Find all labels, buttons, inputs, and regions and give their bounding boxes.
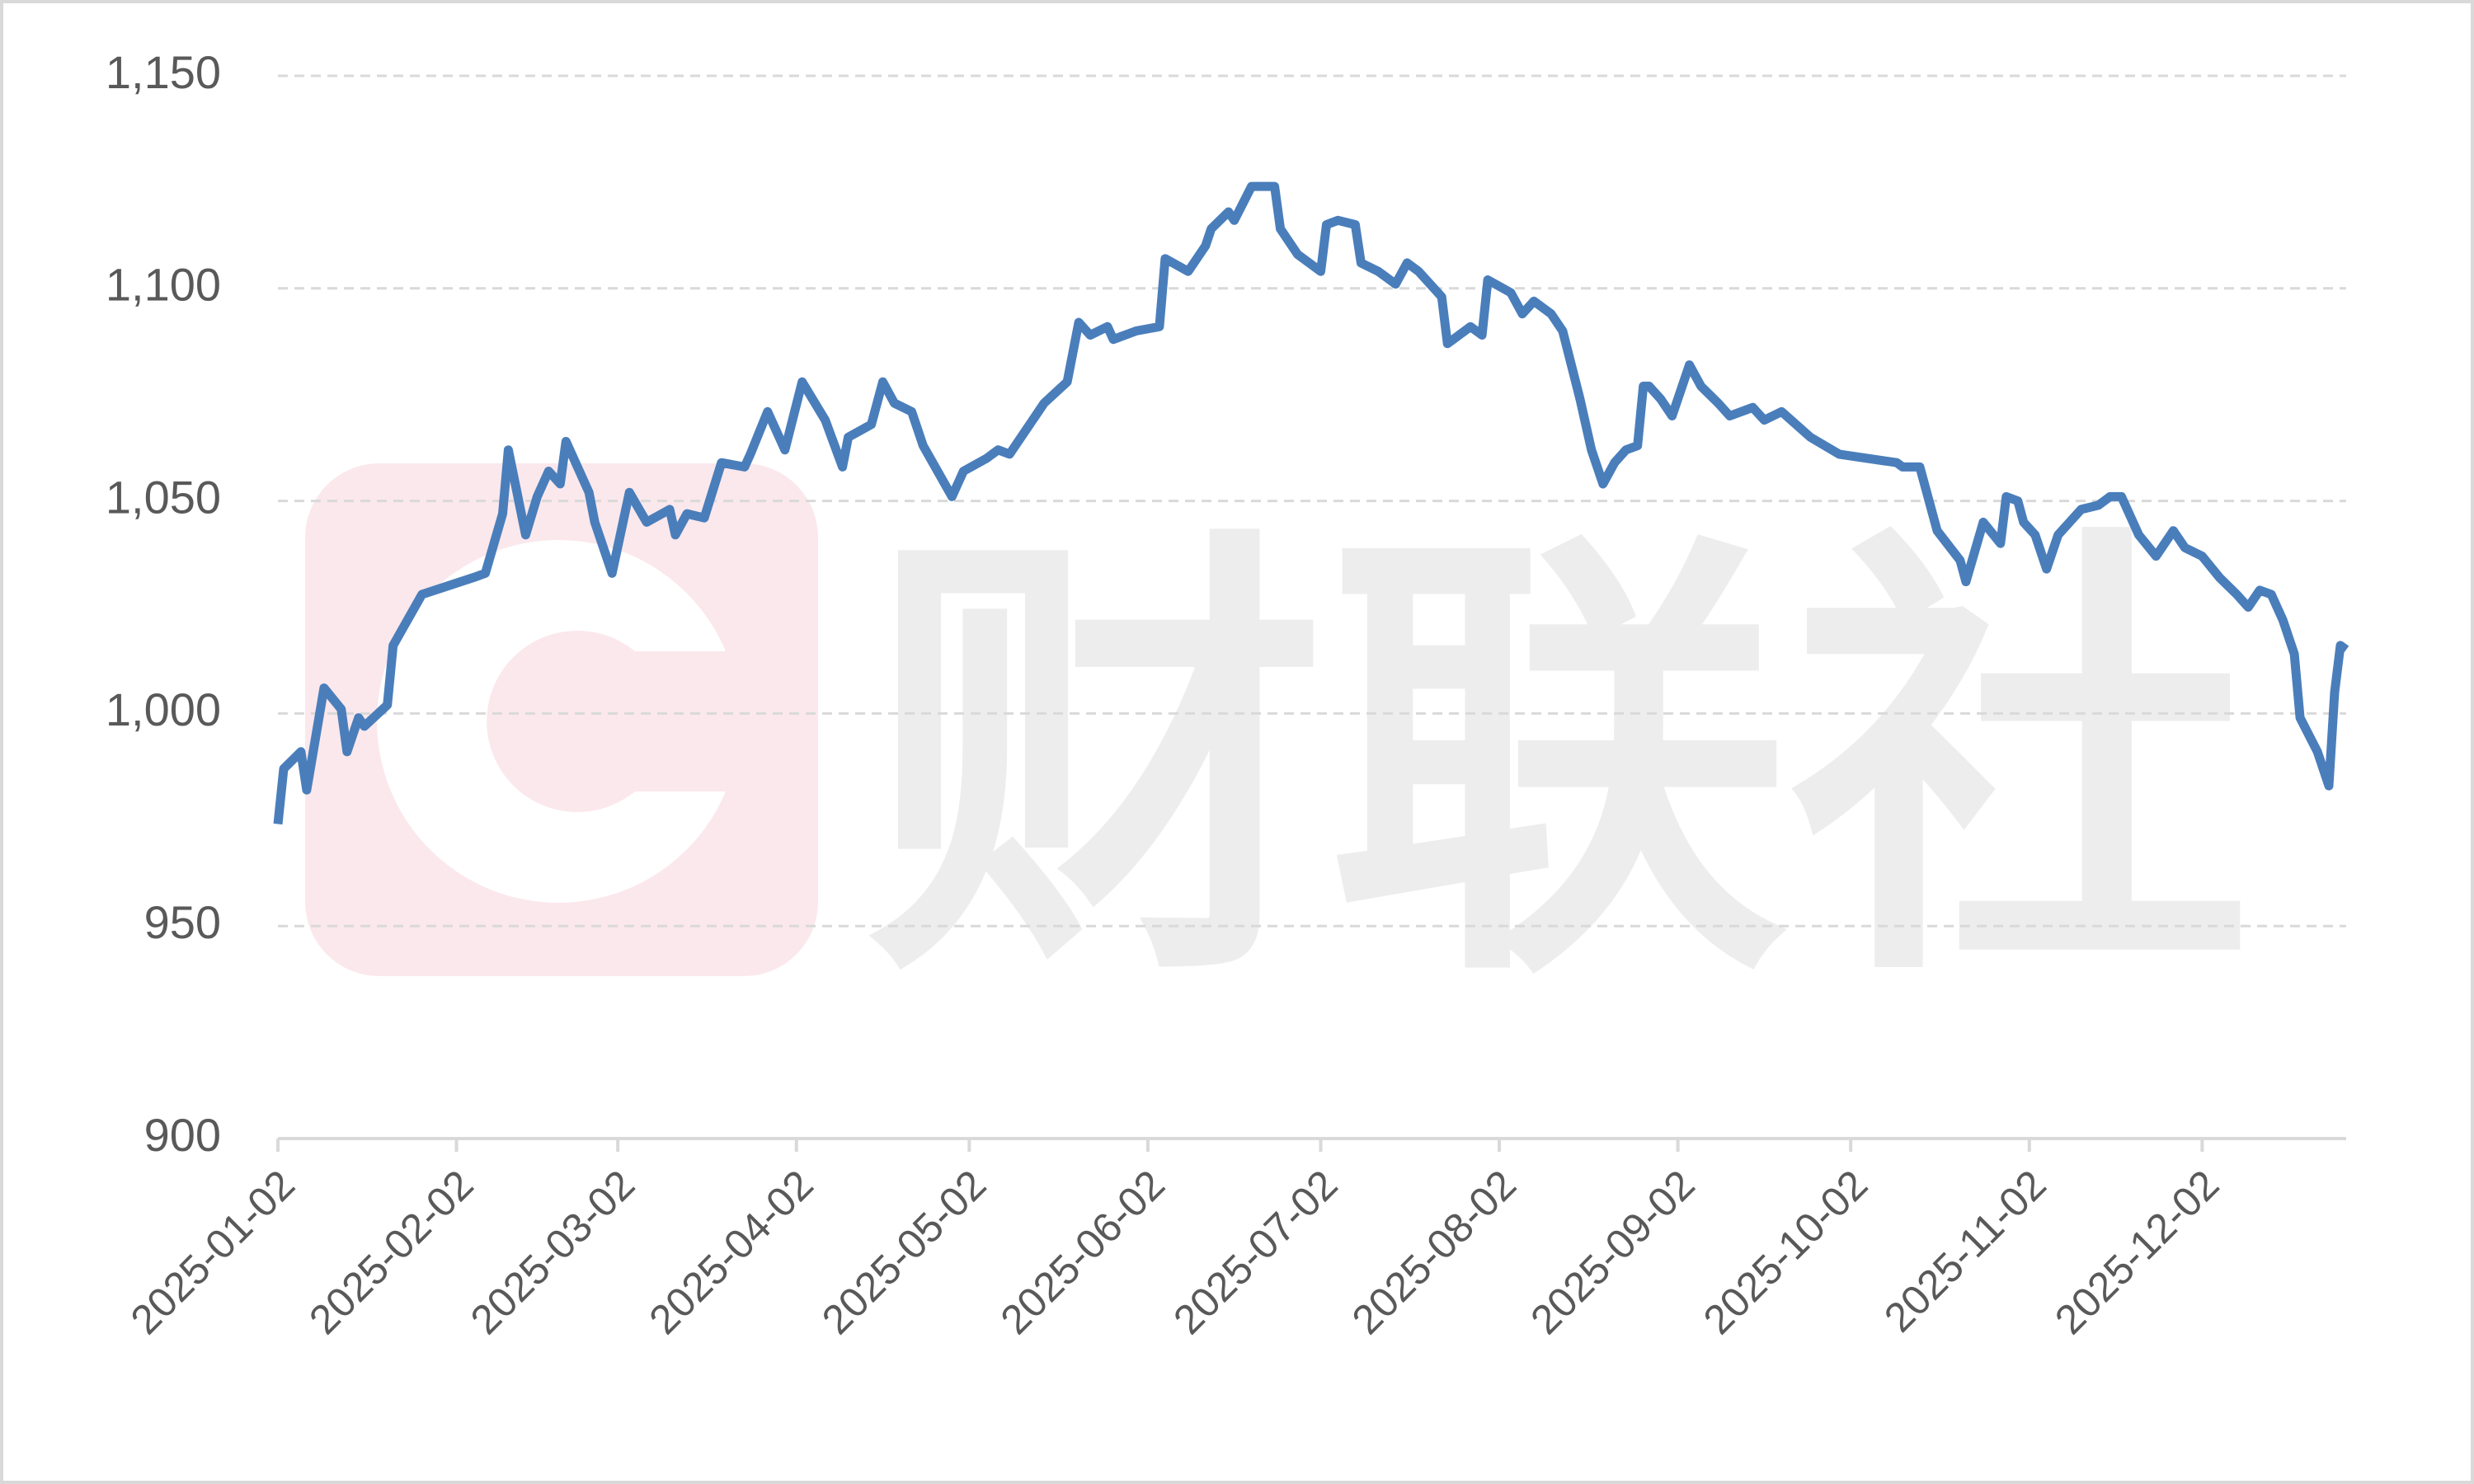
y-tick-label: 1,000 [106,683,221,735]
watermark-logo-c [377,540,726,903]
y-tick-label: 1,050 [106,471,221,523]
y-tick-label: 950 [144,896,221,948]
watermark: 财联社 [305,463,2251,1033]
y-tick-label: 900 [144,1109,221,1161]
watermark-text: 财联社 [866,495,2251,1033]
data-line [273,181,2349,825]
y-tick-label: 1,150 [106,46,221,98]
y-tick-label: 1,100 [106,259,221,311]
